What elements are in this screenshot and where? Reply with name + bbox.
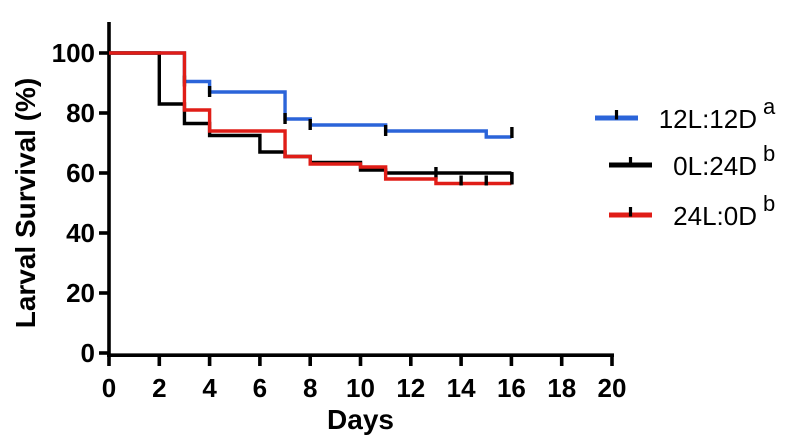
- x-tick-label: 0: [102, 373, 116, 403]
- y-tick-label: 80: [66, 98, 95, 128]
- y-tick-label: 100: [52, 38, 95, 68]
- legend-label-0l-24d: 0L:24D: [673, 151, 757, 181]
- x-axis-title: Days: [327, 404, 394, 435]
- legend-label-12l-12d: 12L:12D: [659, 104, 757, 134]
- x-tick-label: 8: [303, 373, 317, 403]
- legend-item-0l-24d: 0L:24D b: [609, 141, 775, 181]
- legend-item-12l-12d: 12L:12D a: [595, 94, 776, 134]
- legend-label-24l-0d: 24L:0D: [673, 201, 757, 231]
- x-tick-label: 10: [346, 373, 375, 403]
- legend-significance-letter-0l-24d: b: [763, 141, 775, 166]
- y-tick-label: 40: [66, 218, 95, 248]
- legend-significance-letter-12l-12d: a: [763, 94, 776, 119]
- y-tick-label: 0: [81, 338, 95, 368]
- y-tick-label: 60: [66, 158, 95, 188]
- x-tick-label: 6: [253, 373, 267, 403]
- axes: 0 20 40 60 80 100 0 2 4 6 8 10 12 14 16 18 20 Days Larval …: [10, 22, 626, 435]
- legend-item-24l-0d: 24L:0D b: [609, 191, 775, 231]
- y-axis-title: Larval Survival (%): [10, 78, 41, 329]
- x-tick-label: 20: [598, 373, 627, 403]
- legend-significance-letter-24l-0d: b: [763, 191, 775, 216]
- x-tick-label: 2: [152, 373, 166, 403]
- y-tick-label: 20: [66, 278, 95, 308]
- x-tick-label: 14: [447, 373, 476, 403]
- survival-curve-24l-0d: [109, 51, 512, 186]
- x-tick-label: 12: [396, 373, 425, 403]
- survival-series-12l-12d: [109, 51, 514, 139]
- x-tick-label: 16: [497, 373, 526, 403]
- survival-curve-12l-12d: [109, 51, 512, 139]
- x-tick-label: 18: [547, 373, 576, 403]
- survival-curve-0l-24d: [109, 51, 512, 175]
- x-tick-label: 4: [202, 373, 217, 403]
- survival-series-24l-0d: [109, 51, 514, 186]
